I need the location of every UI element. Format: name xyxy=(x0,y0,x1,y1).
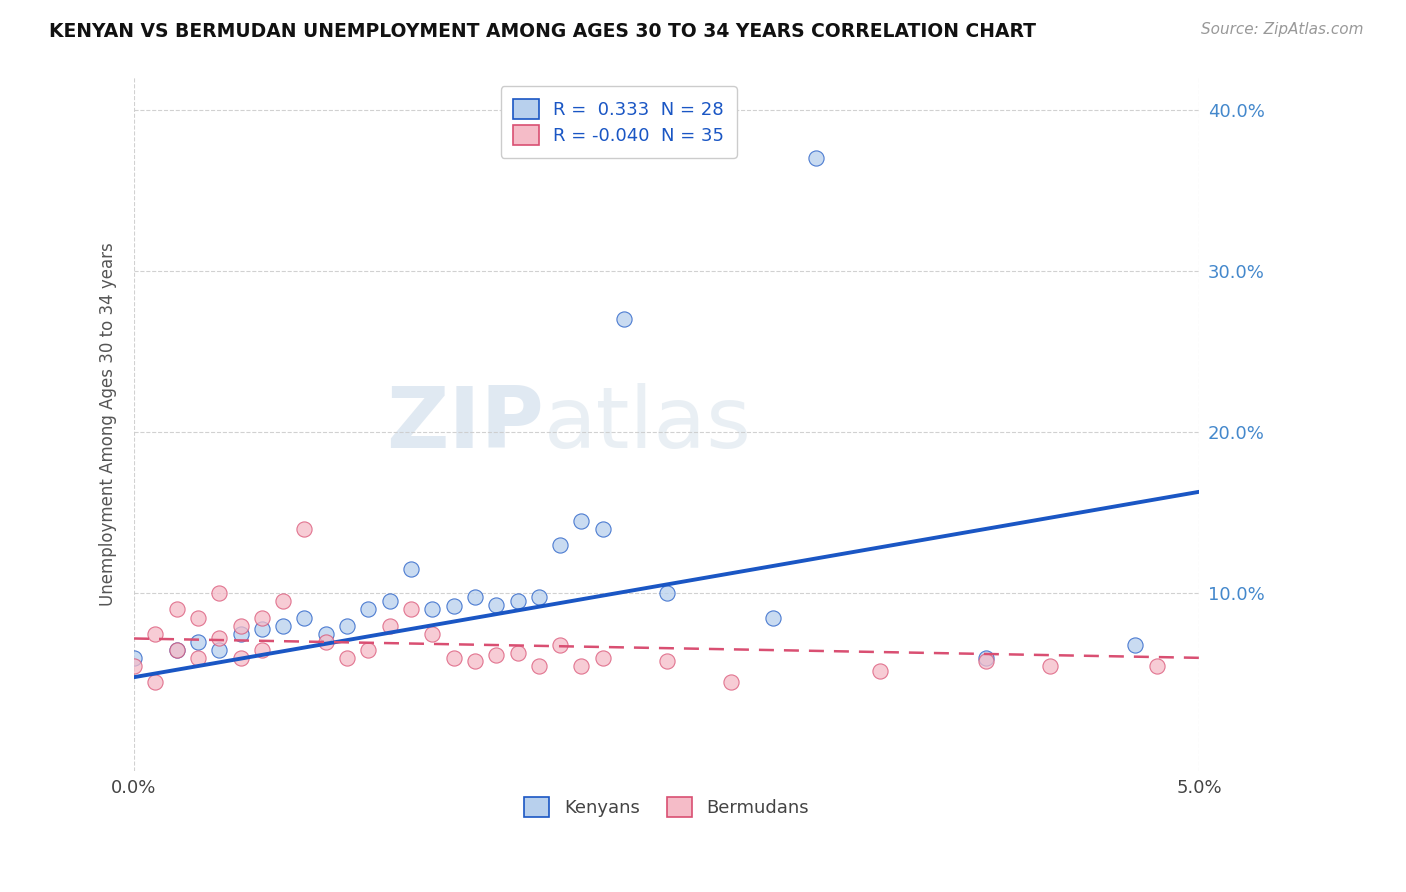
Point xyxy=(974,654,997,668)
Point xyxy=(378,594,401,608)
Point xyxy=(399,562,422,576)
Point xyxy=(122,659,145,673)
Point xyxy=(762,610,785,624)
Point xyxy=(187,650,209,665)
Point xyxy=(336,618,359,632)
Point xyxy=(378,618,401,632)
Point xyxy=(166,642,188,657)
Point xyxy=(315,626,337,640)
Point xyxy=(464,654,486,668)
Point xyxy=(571,659,593,673)
Text: KENYAN VS BERMUDAN UNEMPLOYMENT AMONG AGES 30 TO 34 YEARS CORRELATION CHART: KENYAN VS BERMUDAN UNEMPLOYMENT AMONG AG… xyxy=(49,22,1036,41)
Point xyxy=(1123,638,1146,652)
Text: atlas: atlas xyxy=(544,383,752,466)
Y-axis label: Unemployment Among Ages 30 to 34 years: Unemployment Among Ages 30 to 34 years xyxy=(100,243,117,606)
Point xyxy=(485,598,508,612)
Point xyxy=(571,514,593,528)
Point xyxy=(1146,659,1168,673)
Point xyxy=(208,586,231,600)
Legend: Kenyans, Bermudans: Kenyans, Bermudans xyxy=(517,789,817,824)
Point xyxy=(399,602,422,616)
Point xyxy=(187,634,209,648)
Point xyxy=(506,594,529,608)
Point xyxy=(294,522,316,536)
Point xyxy=(315,634,337,648)
Point xyxy=(143,626,166,640)
Point xyxy=(1039,659,1062,673)
Point xyxy=(613,312,636,326)
Point xyxy=(420,626,443,640)
Point xyxy=(804,151,827,165)
Point xyxy=(357,602,380,616)
Point xyxy=(271,594,294,608)
Point xyxy=(443,599,465,614)
Point xyxy=(122,650,145,665)
Point xyxy=(485,648,508,662)
Point xyxy=(974,650,997,665)
Point xyxy=(548,638,571,652)
Point xyxy=(655,654,678,668)
Point xyxy=(208,632,231,646)
Point xyxy=(187,610,209,624)
Point xyxy=(464,590,486,604)
Point xyxy=(548,538,571,552)
Text: ZIP: ZIP xyxy=(387,383,544,466)
Point xyxy=(420,602,443,616)
Point xyxy=(527,590,550,604)
Point xyxy=(720,675,742,690)
Point xyxy=(250,622,273,636)
Point xyxy=(229,618,252,632)
Point xyxy=(336,650,359,665)
Point xyxy=(506,646,529,660)
Point xyxy=(357,642,380,657)
Point xyxy=(166,642,188,657)
Point xyxy=(294,610,316,624)
Point xyxy=(443,650,465,665)
Point xyxy=(143,675,166,690)
Text: Source: ZipAtlas.com: Source: ZipAtlas.com xyxy=(1201,22,1364,37)
Point xyxy=(229,626,252,640)
Point xyxy=(229,650,252,665)
Point xyxy=(592,522,614,536)
Point xyxy=(271,618,294,632)
Point xyxy=(592,650,614,665)
Point xyxy=(166,602,188,616)
Point xyxy=(527,659,550,673)
Point xyxy=(250,610,273,624)
Point xyxy=(250,642,273,657)
Point xyxy=(869,664,891,678)
Point xyxy=(655,586,678,600)
Point xyxy=(208,642,231,657)
